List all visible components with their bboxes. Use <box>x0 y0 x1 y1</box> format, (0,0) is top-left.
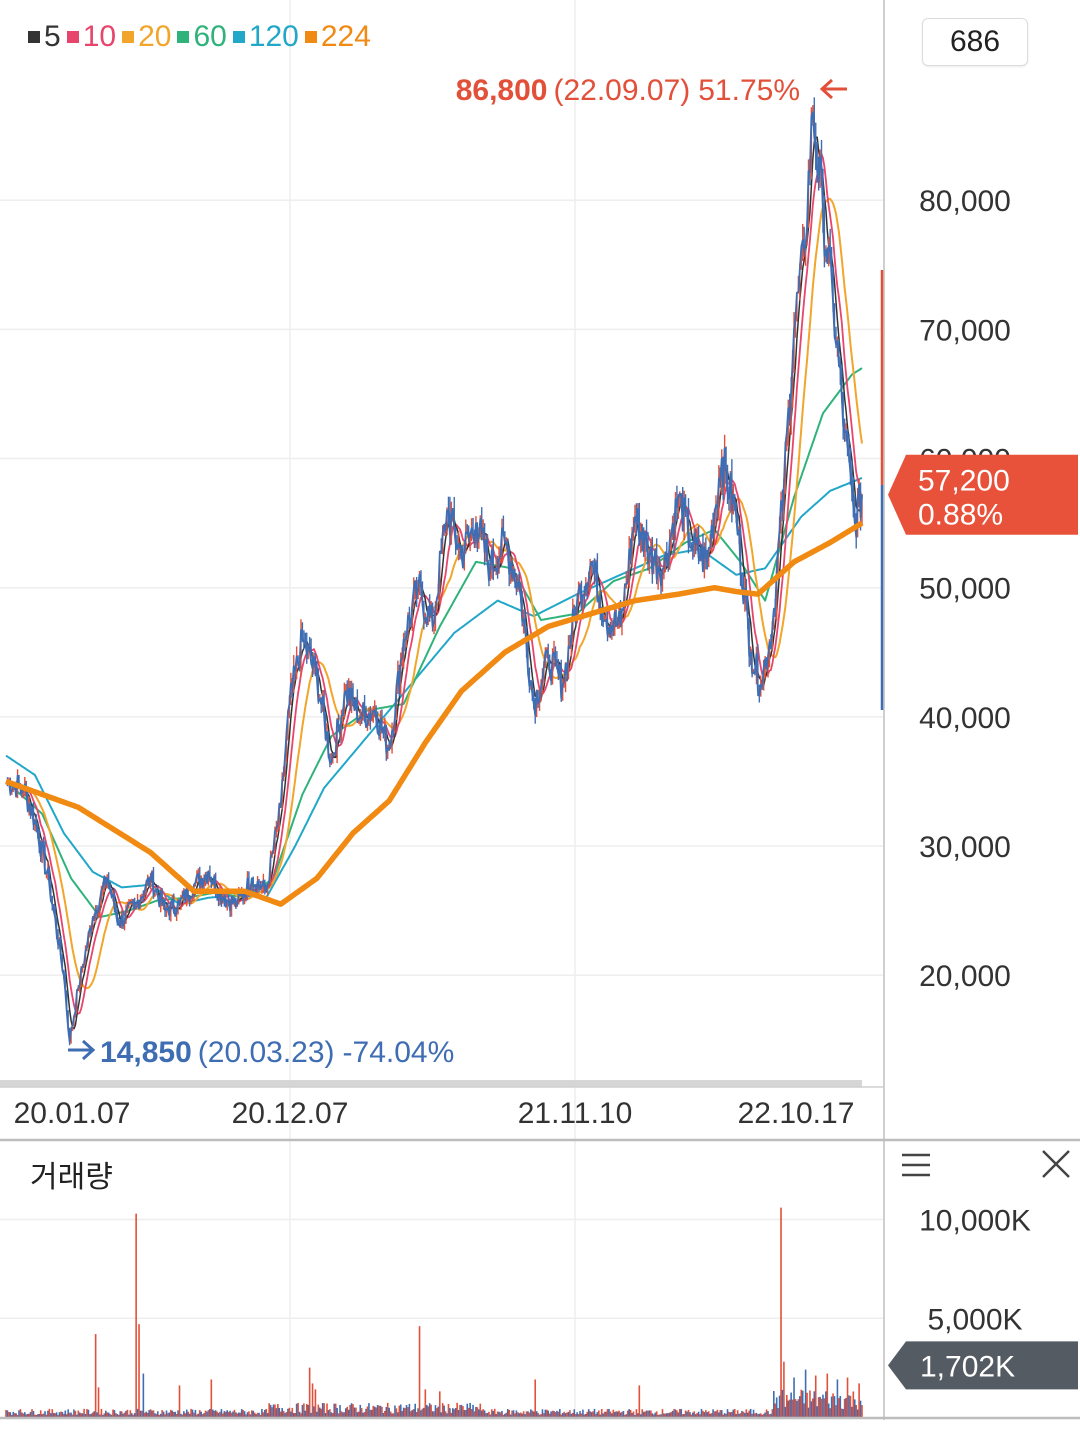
close-icon[interactable] <box>1038 1146 1074 1182</box>
high-price-value: 86,800 <box>456 74 548 107</box>
hamburger-menu-icon[interactable] <box>900 1150 932 1180</box>
y-tick-label: 70,000 <box>919 314 1011 347</box>
legend-swatch <box>66 31 79 43</box>
legend-swatch <box>304 31 317 43</box>
legend-item-ma5[interactable]: 5 <box>28 20 61 54</box>
y-tick-label: 50,000 <box>919 573 1011 606</box>
ma20-line <box>5 197 863 990</box>
legend-label: 60 <box>193 20 227 53</box>
period-count-value: 686 <box>949 25 1001 58</box>
current-volume-badge: 1,702K <box>888 1341 1078 1390</box>
right-arrow-icon <box>68 1039 96 1061</box>
current-volume-value: 1,702K <box>920 1350 1015 1383</box>
legend-label: 224 <box>320 20 371 53</box>
horizontal-scrollbar[interactable] <box>0 1080 862 1087</box>
high-price-change: 51.75% <box>698 74 800 107</box>
legend-label: 120 <box>248 20 299 53</box>
high-price-annotation: 86,800 (22.09.07) 51.75% <box>456 74 800 107</box>
volume-bars <box>5 1207 863 1417</box>
legend-label: 10 <box>82 20 117 53</box>
legend-swatch <box>177 31 190 43</box>
y-tick-label: 30,000 <box>919 831 1011 864</box>
low-price-annotation: 14,850 (20.03.23) -74.04% <box>100 1036 454 1069</box>
legend-item-ma10[interactable]: 10 <box>66 20 117 54</box>
low-price-change: -74.04% <box>343 1036 455 1069</box>
volume-panel-title: 거래량 <box>30 1160 113 1195</box>
x-tick-label: 20.12.07 <box>232 1097 349 1130</box>
low-price-date: (20.03.23) <box>198 1036 335 1069</box>
low-price-value: 14,850 <box>100 1036 192 1069</box>
y-tick-label: 40,000 <box>919 702 1011 735</box>
ma224-line <box>4 520 864 907</box>
y-tick-label: 80,000 <box>919 185 1011 218</box>
legend-label: 20 <box>138 20 172 53</box>
volume-y-tick-label: 10,000K <box>919 1205 1031 1238</box>
current-price-value: 57,200 <box>918 465 1010 498</box>
ma10-line <box>5 153 863 1015</box>
x-tick-label: 21.11.10 <box>518 1097 633 1130</box>
legend-swatch <box>28 31 40 43</box>
price-line <box>5 111 863 1043</box>
legend-item-ma20[interactable]: 20 <box>122 20 171 54</box>
period-count-button[interactable]: 686 <box>922 18 1028 66</box>
high-price-date: (22.09.07) <box>553 74 690 107</box>
x-tick-label: 22.10.17 <box>738 1097 855 1130</box>
left-arrow-icon <box>819 78 847 100</box>
legend-item-ma120[interactable]: 120 <box>232 20 299 54</box>
legend-item-ma224[interactable]: 224 <box>304 20 371 54</box>
legend-item-ma60[interactable]: 60 <box>177 20 227 54</box>
legend-swatch <box>232 31 245 43</box>
moving-average-legend: 5 10 20 60 120 224 <box>28 20 377 54</box>
x-tick-label: 20.01.07 <box>14 1097 131 1130</box>
ma5-line <box>5 136 863 1030</box>
volume-y-tick-label: 5,000K <box>927 1303 1022 1336</box>
y-tick-label: 20,000 <box>919 960 1011 993</box>
current-price-change: 0.88% <box>918 499 1003 532</box>
ma60-line <box>5 367 863 919</box>
legend-label: 5 <box>44 20 61 53</box>
legend-swatch <box>122 31 135 43</box>
